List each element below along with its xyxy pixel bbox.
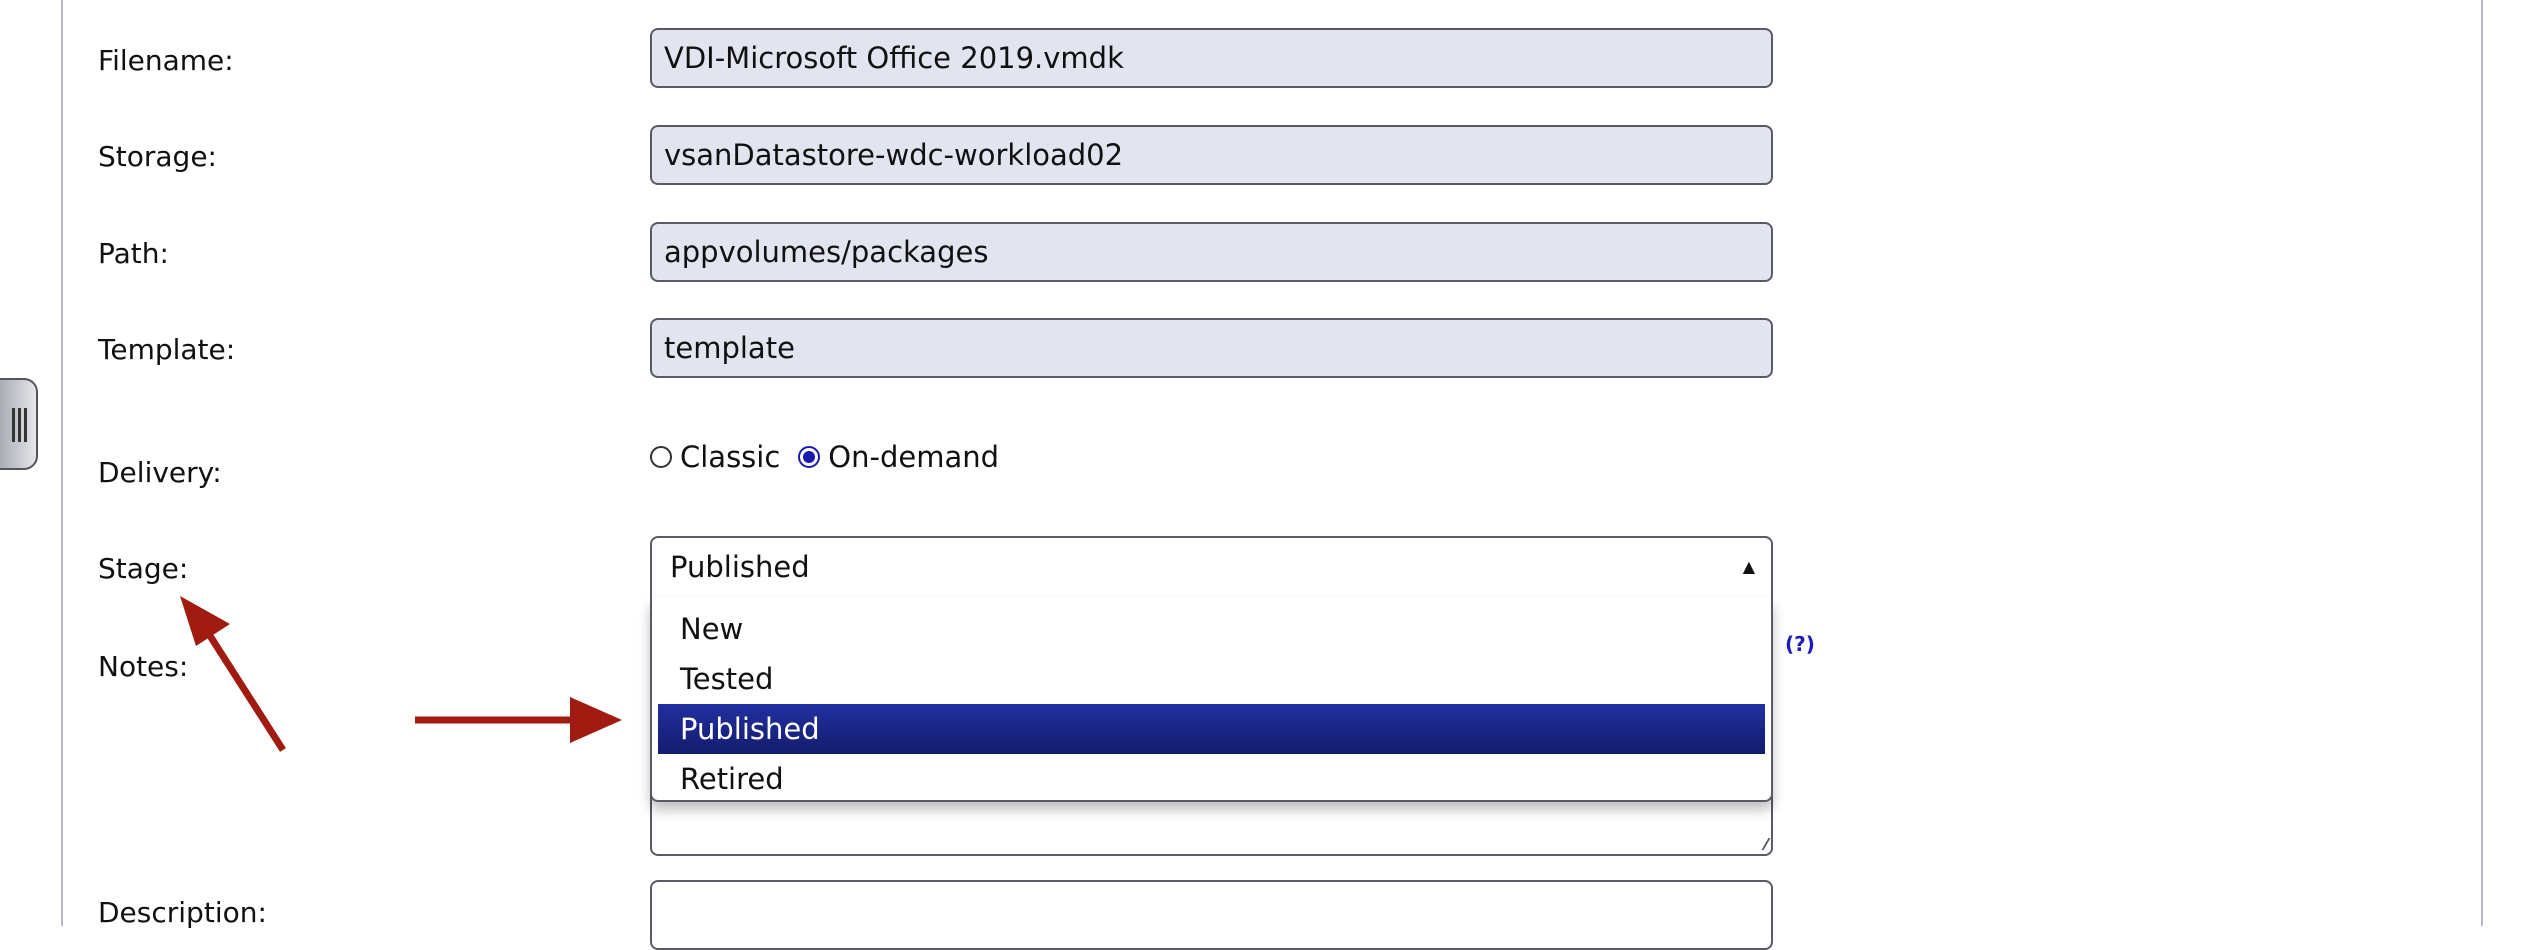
filename-field[interactable]: VDI-Microsoft Office 2019.vmdk	[650, 28, 1773, 88]
delivery-classic-label[interactable]: Classic	[680, 440, 781, 474]
stage-select[interactable]: Published ▲	[650, 536, 1773, 600]
sidebar-toggle-handle[interactable]	[0, 378, 38, 470]
right-border	[2481, 0, 2483, 926]
description-label: Description:	[98, 896, 267, 929]
delivery-on-demand-label[interactable]: On-demand	[828, 440, 1000, 474]
delivery-on-demand-radio[interactable]	[798, 446, 821, 468]
stage-label: Stage:	[98, 552, 189, 585]
delivery-label: Delivery:	[98, 456, 222, 489]
arrow-to-stage-label	[180, 596, 286, 752]
delivery-radio-group: Classic On-demand	[650, 440, 999, 474]
left-border	[61, 0, 63, 926]
stage-selected-value: Published	[670, 550, 810, 584]
arrow-to-published-option	[415, 697, 622, 743]
stage-option-tested[interactable]: Tested	[680, 662, 774, 696]
notes-help-link[interactable]: (?)	[1785, 632, 1815, 656]
stage-option-retired[interactable]: Retired	[680, 762, 784, 796]
filename-label: Filename:	[98, 44, 234, 77]
storage-field[interactable]: vsanDatastore-wdc-workload02	[650, 125, 1773, 185]
stage-dropdown-list: New Tested Published Retired	[650, 598, 1773, 802]
path-field[interactable]: appvolumes/packages	[650, 222, 1773, 282]
notes-label: Notes:	[98, 650, 189, 683]
stage-option-published[interactable]: Published	[658, 704, 1765, 754]
template-label: Template:	[98, 333, 236, 366]
path-label: Path:	[98, 237, 169, 270]
grip-lines-icon	[12, 408, 15, 442]
caret-up-icon: ▲	[1742, 557, 1755, 576]
template-field[interactable]: template	[650, 318, 1773, 378]
storage-label: Storage:	[98, 140, 217, 173]
stage-option-new[interactable]: New	[680, 612, 744, 646]
delivery-classic-radio[interactable]	[650, 446, 672, 468]
annotation-arrows	[180, 596, 622, 752]
